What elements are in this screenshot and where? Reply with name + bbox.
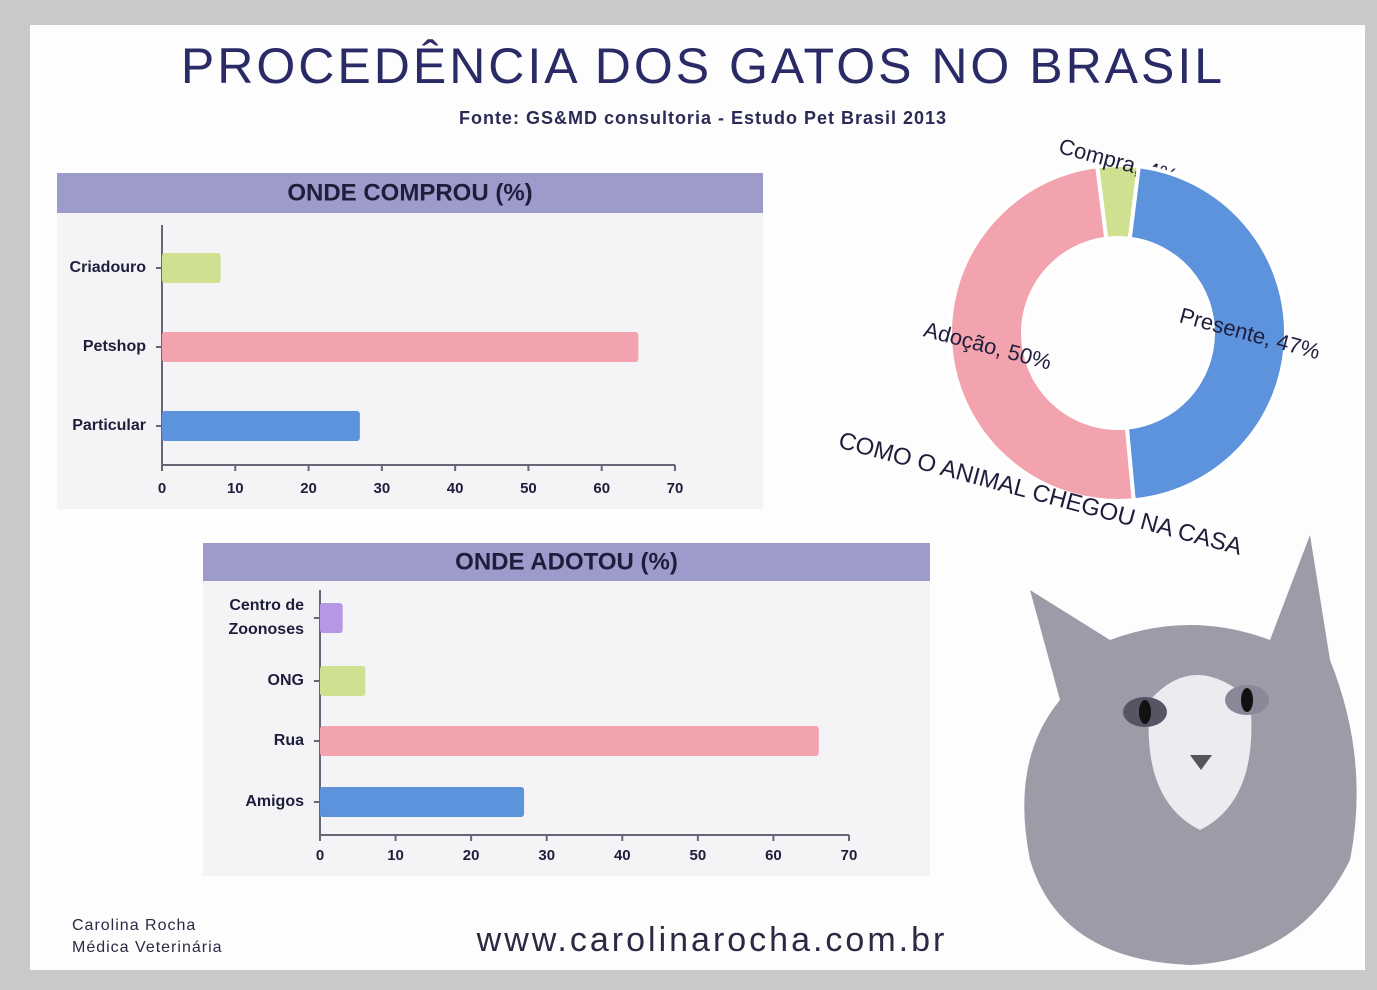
y-tick-label: Centro de Zoonoses [228,597,304,638]
x-tick-label: 60 [593,480,610,497]
bar [320,666,366,696]
x-tick-label: 50 [520,480,537,497]
x-tick-label: 20 [300,480,317,497]
x-tick-label: 0 [158,480,166,497]
bar [162,411,360,441]
bar [162,253,221,283]
y-tick-label: Petshop [82,338,146,355]
donut-slice [1124,164,1288,503]
donut-slice [948,164,1136,503]
x-tick-label: 60 [765,847,782,864]
website: www.carolinarocha.com.br [476,921,948,959]
x-tick-label: 20 [463,847,480,864]
bar [320,726,819,756]
cat-illustration [1024,535,1357,965]
bar [320,787,525,817]
y-tick-label: Amigos [245,793,304,810]
page-title: PROCEDÊNCIA DOS GATOS NO BRASIL [181,38,1225,94]
chart-title: ONDE ADOTOU (%) [455,548,678,575]
y-tick-label: Particular [72,417,146,434]
page-subtitle: Fonte: GS&MD consultoria - Estudo Pet Br… [459,108,947,128]
bar [320,603,343,633]
x-tick-label: 10 [227,480,244,497]
x-tick-label: 30 [374,480,391,497]
bar [162,332,639,362]
x-tick-label: 30 [538,847,555,864]
chart-title: ONDE COMPROU (%) [287,179,532,206]
author-role: Médica Veterinária [72,939,223,956]
x-tick-label: 40 [447,480,464,497]
x-tick-label: 10 [387,847,404,864]
x-tick-label: 70 [667,480,684,497]
x-tick-label: 40 [614,847,631,864]
x-tick-label: 70 [841,847,858,864]
y-tick-label: Rua [273,732,304,749]
x-tick-label: 50 [690,847,707,864]
chart-header [203,543,930,581]
x-tick-label: 0 [316,847,324,864]
chart-header [57,173,763,213]
author-name: Carolina Rocha [72,917,196,934]
y-tick-label: Criadouro [69,259,146,276]
y-tick-label: ONG [267,672,304,689]
